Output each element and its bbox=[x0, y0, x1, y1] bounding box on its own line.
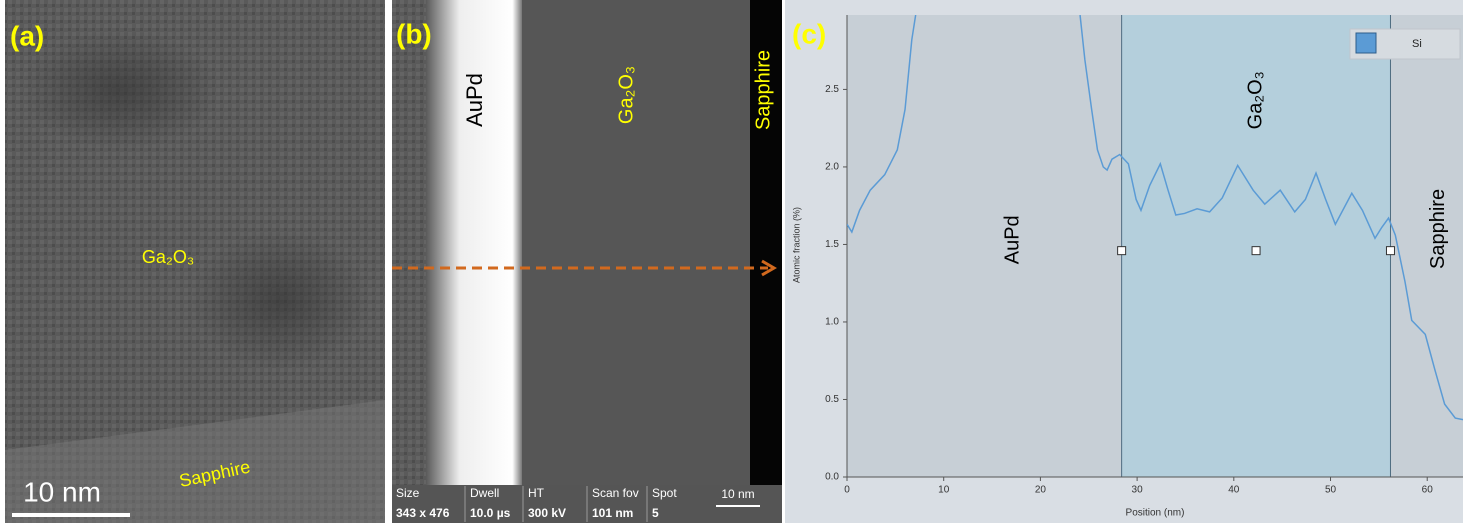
panel-b: (b) AuPd Ga₂O₃ Sapphire Size 343 x 476 Dwe… bbox=[392, 0, 782, 523]
panel-label: (c) bbox=[792, 18, 826, 49]
region-label: Sapphire bbox=[1427, 189, 1449, 269]
region-label: Ga₂O₃ bbox=[615, 66, 637, 124]
marker bbox=[1386, 247, 1394, 255]
info-key: Scan fov bbox=[592, 486, 639, 500]
legend-swatch bbox=[1356, 33, 1376, 53]
x-tick-label: 50 bbox=[1325, 485, 1337, 496]
region-label: Ga₂O₃ bbox=[1244, 71, 1266, 129]
info-key: Size bbox=[396, 486, 420, 500]
x-tick-label: 10 bbox=[938, 485, 950, 496]
scale-bar bbox=[716, 505, 760, 507]
x-tick-label: 20 bbox=[1035, 485, 1047, 496]
marker bbox=[1252, 247, 1260, 255]
figure: (a) Ga₂O₃ Sapphire 10 nm (b) AuPd Ga₂O₃ … bbox=[0, 0, 1463, 523]
x-tick-label: 60 bbox=[1422, 485, 1434, 496]
scale-bar-label: 10 nm bbox=[23, 476, 101, 507]
scale-bar bbox=[12, 513, 130, 517]
info-value: 343 x 476 bbox=[396, 506, 450, 520]
texture bbox=[190, 230, 370, 370]
y-tick-label: 0.5 bbox=[825, 394, 839, 405]
region-aupd bbox=[426, 0, 522, 485]
region-label: AuPd bbox=[462, 73, 487, 127]
scale-bar-label: 10 nm bbox=[721, 487, 754, 501]
x-tick-label: 30 bbox=[1132, 485, 1144, 496]
layer-label: Ga₂O₃ bbox=[142, 247, 194, 267]
y-axis-label: Atomic fraction (%) bbox=[791, 207, 801, 283]
y-tick-label: 1.0 bbox=[825, 317, 839, 328]
panel-label: (b) bbox=[396, 18, 432, 49]
x-axis-label: Position (nm) bbox=[1126, 508, 1185, 519]
panel-label: (a) bbox=[10, 20, 44, 51]
info-key: Dwell bbox=[470, 486, 499, 500]
panel-a: (a) Ga₂O₃ Sapphire 10 nm bbox=[5, 0, 385, 523]
y-tick-label: 0.0 bbox=[825, 472, 839, 483]
y-tick-label: 1.5 bbox=[825, 239, 839, 250]
texture bbox=[20, 30, 220, 150]
legend-label: Si bbox=[1412, 38, 1422, 50]
info-key: HT bbox=[528, 486, 545, 500]
x-tick-label: 40 bbox=[1228, 485, 1240, 496]
info-key: Spot bbox=[652, 486, 677, 500]
y-tick-label: 2.5 bbox=[825, 84, 839, 95]
info-value: 10.0 µs bbox=[470, 506, 511, 520]
region-label: Sapphire bbox=[752, 50, 774, 130]
marker bbox=[1118, 247, 1126, 255]
info-value: 101 nm bbox=[592, 506, 633, 520]
x-tick-label: 0 bbox=[844, 485, 850, 496]
region-label: AuPd bbox=[1002, 215, 1024, 264]
panel-c: (c) 0.0 0.5 1.0 1.5 2.0 2.5 0 10 20 30 40 50 60 Posit… bbox=[785, 0, 1463, 523]
y-tick-label: 2.0 bbox=[825, 162, 839, 173]
info-value: 5 bbox=[652, 506, 659, 520]
info-value: 300 kV bbox=[528, 506, 566, 520]
